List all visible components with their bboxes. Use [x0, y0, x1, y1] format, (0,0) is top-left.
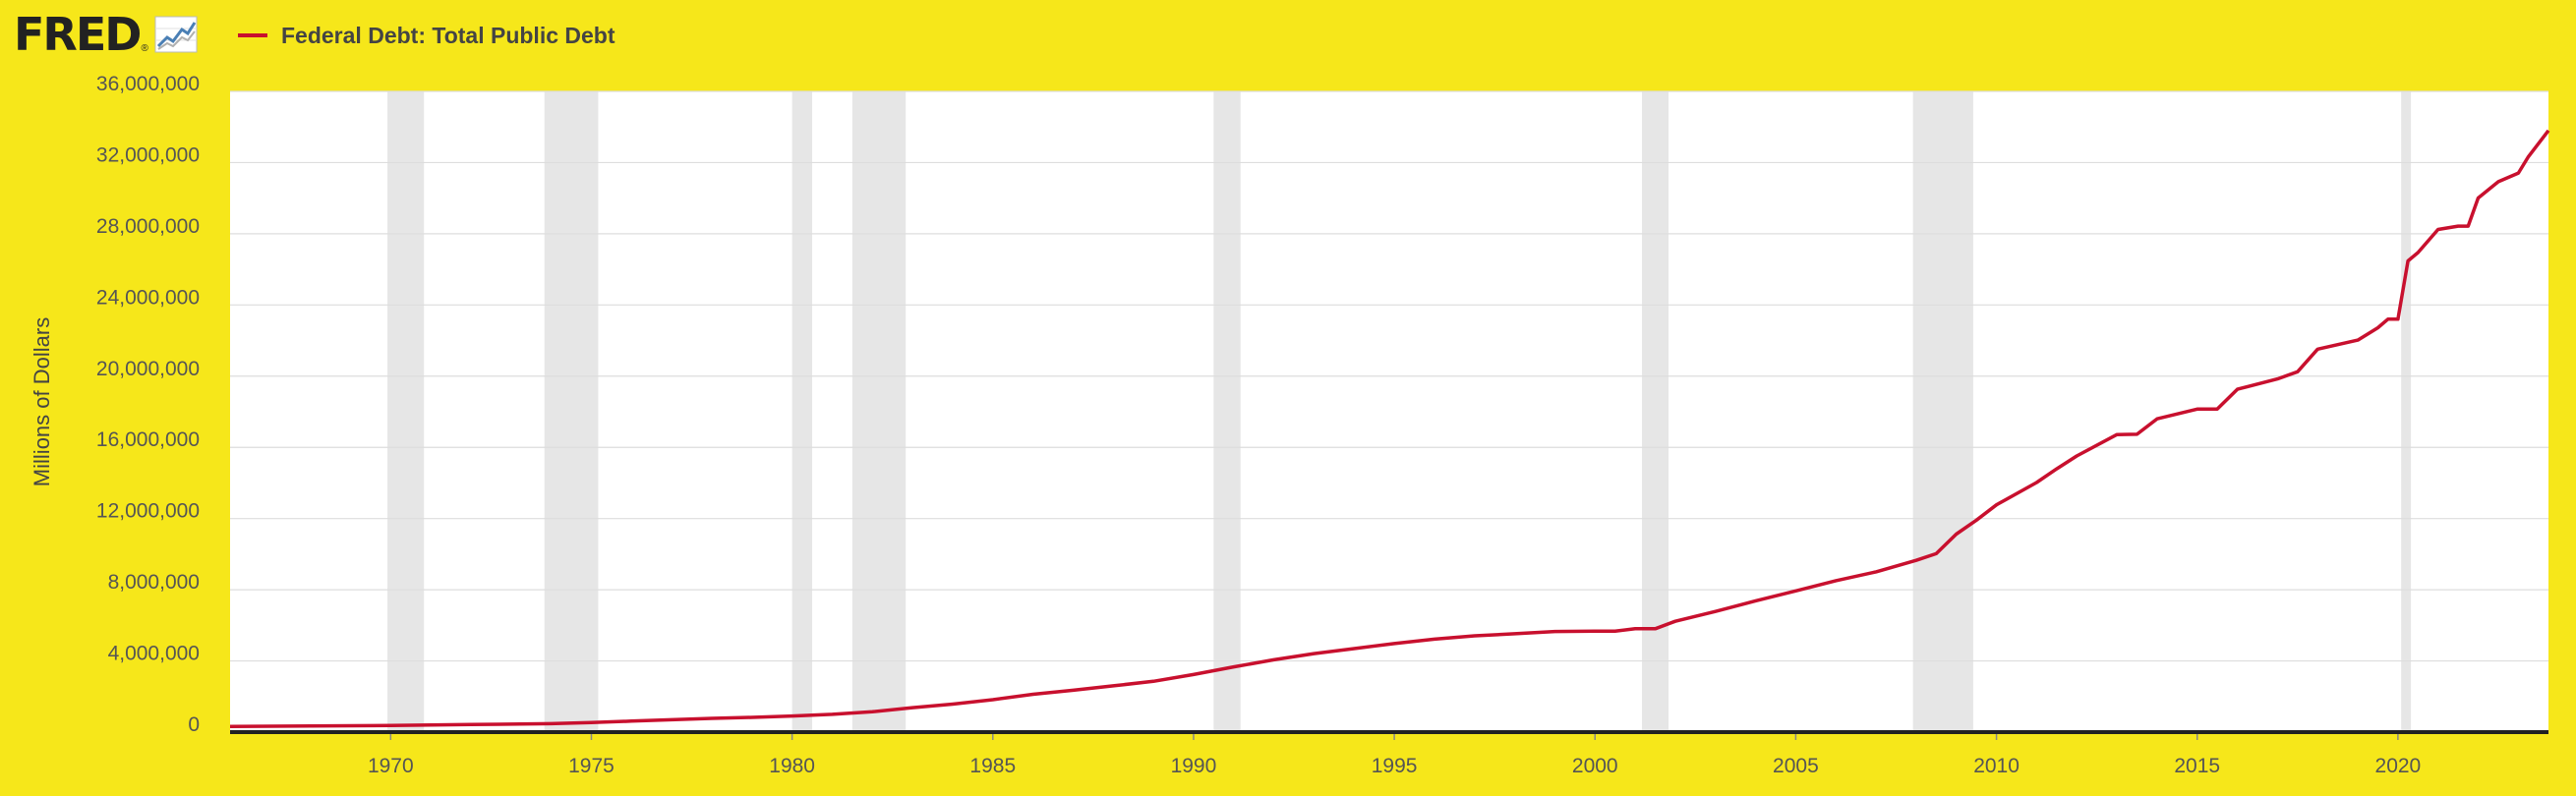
x-tick-label: 1990 — [1171, 755, 1217, 777]
gridlines — [230, 90, 2548, 662]
y-tick-label: 36,000,000 — [96, 73, 200, 95]
y-tick-label: 16,000,000 — [96, 428, 200, 451]
registered-mark: ® — [141, 42, 148, 54]
y-tick-label: 32,000,000 — [96, 143, 200, 166]
y-axis-ticks: 0 4,000,000 8,000,000 12,000,000 16,000,000 2… — [96, 73, 200, 736]
x-tick-label: 1980 — [769, 755, 815, 777]
y-tick-label: 24,000,000 — [96, 286, 200, 309]
x-tick-label: 2015 — [2174, 755, 2220, 777]
recession-band — [1642, 91, 1669, 732]
x-axis-ticks: 1970 1975 1980 1985 1990 1995 2000 2005 2010 2015… — [368, 732, 2421, 777]
y-tick-label: 12,000,000 — [96, 500, 200, 523]
x-tick-label: 2005 — [1773, 755, 1819, 777]
plot-area — [230, 91, 2548, 732]
recession-band — [387, 91, 425, 732]
recession-band — [851, 91, 907, 732]
chart-line-icon — [154, 16, 198, 53]
x-tick-label: 1995 — [1372, 755, 1418, 777]
y-tick-label: 20,000,000 — [96, 358, 200, 380]
recession-band — [2401, 91, 2412, 732]
y-tick-label: 28,000,000 — [96, 215, 200, 238]
x-tick-label: 1985 — [969, 755, 1016, 777]
x-tick-label: 2000 — [1572, 755, 1618, 777]
fred-logo[interactable]: FRED ® — [14, 6, 198, 63]
recession-band — [1912, 91, 1973, 732]
legend: Federal Debt: Total Public Debt — [238, 14, 615, 57]
y-axis-label: Millions of Dollars — [29, 317, 54, 486]
y-tick-label: 4,000,000 — [108, 643, 200, 665]
x-tick-label: 1975 — [568, 755, 615, 777]
y-tick-label: 0 — [188, 713, 200, 736]
recession-bands — [387, 91, 2412, 732]
y-tick-label: 8,000,000 — [108, 571, 200, 594]
recession-band — [791, 91, 813, 732]
x-tick-label: 2020 — [2375, 755, 2422, 777]
series-line-total-public-debt[interactable] — [229, 129, 2550, 728]
x-tick-label: 2010 — [1973, 755, 2020, 777]
x-tick-label: 1970 — [368, 755, 414, 777]
recession-band — [544, 91, 599, 732]
fred-logo-text: FRED — [14, 8, 142, 61]
legend-swatch — [238, 33, 267, 37]
legend-label: Federal Debt: Total Public Debt — [281, 22, 615, 48]
recession-band — [1213, 91, 1241, 732]
